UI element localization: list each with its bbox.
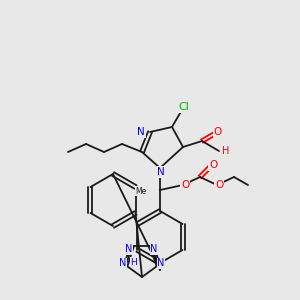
Text: N: N: [119, 258, 127, 268]
Text: O: O: [215, 180, 223, 190]
Text: H: H: [222, 146, 230, 156]
Text: N: N: [158, 258, 165, 268]
Text: N: N: [150, 244, 158, 254]
Text: O: O: [209, 160, 217, 170]
Text: Me: Me: [136, 187, 147, 196]
Text: N: N: [125, 244, 133, 254]
Text: N: N: [137, 127, 145, 137]
Text: N: N: [157, 167, 165, 177]
Text: H: H: [130, 258, 137, 267]
Text: Cl: Cl: [178, 102, 189, 112]
Text: O: O: [214, 127, 222, 137]
Text: O: O: [181, 180, 189, 190]
